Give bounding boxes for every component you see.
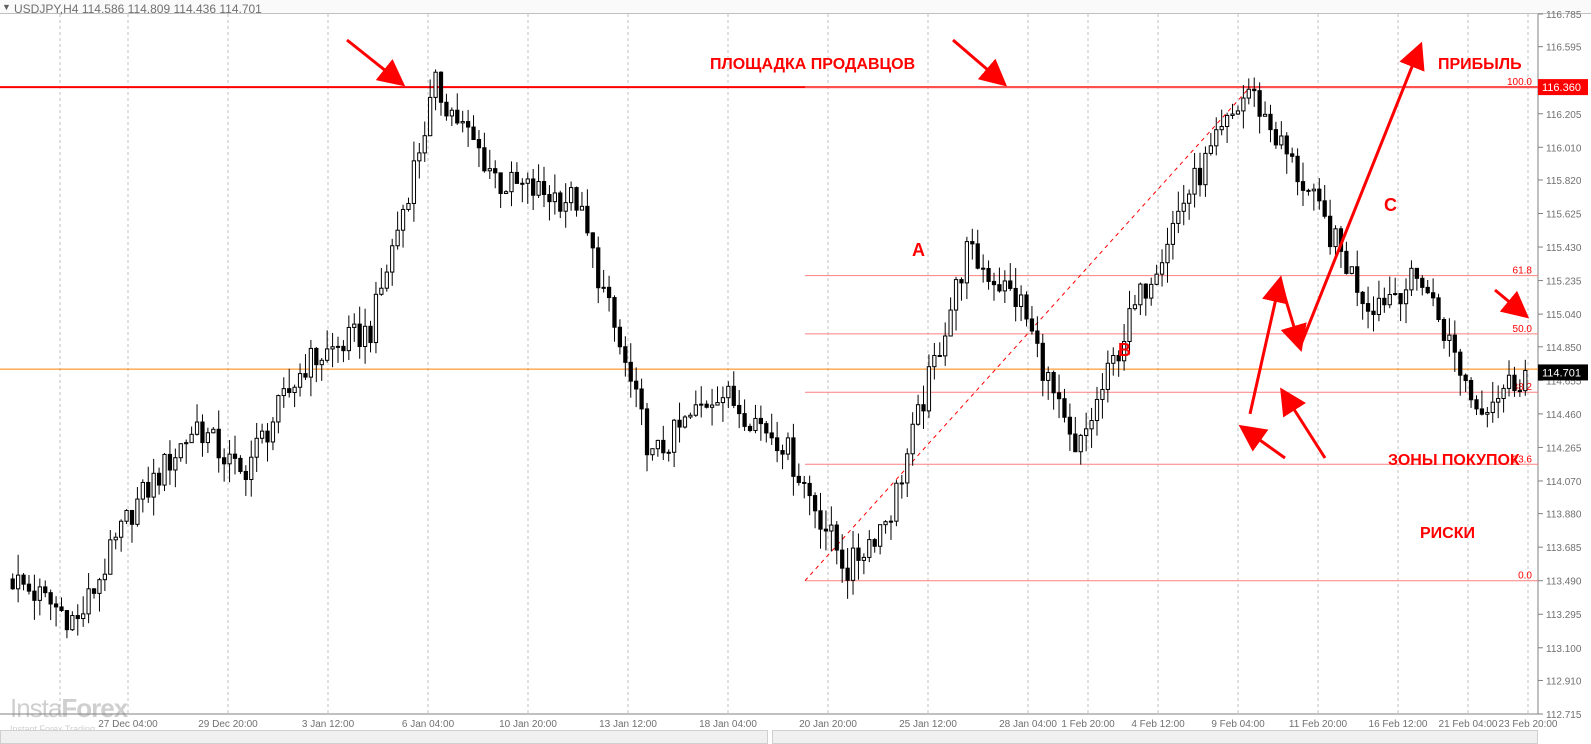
ohlc-close: 114.701 [219, 2, 262, 16]
x-tick-label: 29 Dec 20:00 [198, 719, 258, 730]
y-tick-label: 115.430 [1546, 243, 1582, 254]
y-tick-label: 114.265 [1546, 443, 1582, 454]
x-tick-label: 16 Feb 12:00 [1369, 719, 1428, 730]
x-tick-label: 9 Feb 04:00 [1211, 719, 1265, 730]
arrow-buy-left [1243, 428, 1285, 458]
fib-label: 100.0 [1507, 77, 1532, 88]
y-tick-label: 113.295 [1546, 610, 1582, 621]
y-tick-label: 113.685 [1546, 543, 1582, 554]
y-tick-label: 115.820 [1546, 176, 1582, 187]
ohlc-open: 114.586 [82, 2, 125, 16]
fib-label: 61.8 [1513, 266, 1533, 277]
x-tick-label: 10 Jan 20:00 [499, 719, 557, 730]
x-tick-label: 4 Feb 12:00 [1131, 719, 1185, 730]
ohlc-low: 114.436 [174, 2, 217, 16]
fib-label: 50.0 [1513, 324, 1533, 335]
x-tick-label: 20 Jan 20:00 [799, 719, 857, 730]
y-tick-label: 113.100 [1546, 644, 1582, 655]
x-tick-label: 18 Jan 04:00 [699, 719, 757, 730]
symbol-label: USDJPY,H4 [14, 2, 78, 16]
arrow-to-high-right [953, 40, 1003, 83]
x-tick-label: 28 Jan 04:00 [999, 719, 1057, 730]
y-tick-label: 116.785 [1546, 10, 1582, 21]
ohlc-high: 114.809 [128, 2, 171, 16]
y-tick-label: 115.625 [1546, 210, 1582, 221]
y-tick-label: 116.205 [1546, 110, 1582, 121]
y-tick-label: 113.880 [1546, 510, 1582, 521]
y-tick-label: 113.490 [1546, 577, 1582, 588]
chart-root: ▼ 116.785116.595116.360116.205116.010115… [0, 0, 1591, 744]
annotation-profit: ПРИБЫЛЬ [1438, 56, 1522, 74]
x-tick-label: 23 Feb 20:00 [1499, 719, 1558, 730]
brand-a: Insta [10, 693, 61, 723]
x-tick-label: 11 Feb 20:00 [1289, 719, 1348, 730]
x-tick-label: 1 Feb 20:00 [1061, 719, 1115, 730]
price-flag-current: 114.701 [1542, 367, 1581, 379]
y-tick-label: 115.040 [1546, 310, 1582, 321]
y-tick-label: 114.850 [1546, 343, 1582, 354]
price-chart[interactable]: 116.785 116.595 116.360 116.205 116.010 115.8… [0, 0, 1591, 744]
wave-label-b: B [1118, 340, 1131, 361]
x-tick-label: 6 Jan 04:00 [402, 719, 455, 730]
y-tick-label: 116.010 [1546, 143, 1582, 154]
price-flag-resistance: 116.360 [1542, 82, 1581, 94]
h-scrollbar-right[interactable] [772, 730, 1538, 744]
wave-label-a: A [912, 240, 925, 261]
y-tick-label: 114.460 [1546, 410, 1582, 421]
x-tick-label: 21 Feb 04:00 [1439, 719, 1498, 730]
annotation-buy-zones: ЗОНЫ ПОКУПОК [1388, 452, 1520, 470]
annotation-risks: РИСКИ [1420, 525, 1475, 543]
arrow-alt-down [1495, 290, 1525, 315]
x-tick-label: 25 Jan 12:00 [899, 719, 957, 730]
brand-b: Forex [61, 693, 127, 723]
fib-label: 0.0 [1518, 571, 1532, 582]
y-tick-label: 114.070 [1546, 477, 1582, 488]
watermark: InstaForex Instant Forex Trading [10, 693, 127, 734]
annotation-sellers: ПЛОЩАДКА ПРОДАВЦОВ [710, 56, 915, 74]
wave-label-c: C [1384, 195, 1397, 216]
arrow-buy-right [1283, 392, 1325, 458]
symbol-ohlc: USDJPY,H4 114.586 114.809 114.436 114.70… [14, 2, 262, 16]
y-tick-label: 116.595 [1546, 43, 1582, 54]
h-scrollbar-left[interactable] [0, 730, 768, 744]
y-tick-label: 115.235 [1546, 277, 1582, 288]
x-tick-label: 13 Jan 12:00 [599, 719, 657, 730]
arrow-to-high-left [347, 40, 401, 83]
x-tick-label: 3 Jan 12:00 [302, 719, 355, 730]
y-tick-label: 112.910 [1546, 676, 1582, 687]
